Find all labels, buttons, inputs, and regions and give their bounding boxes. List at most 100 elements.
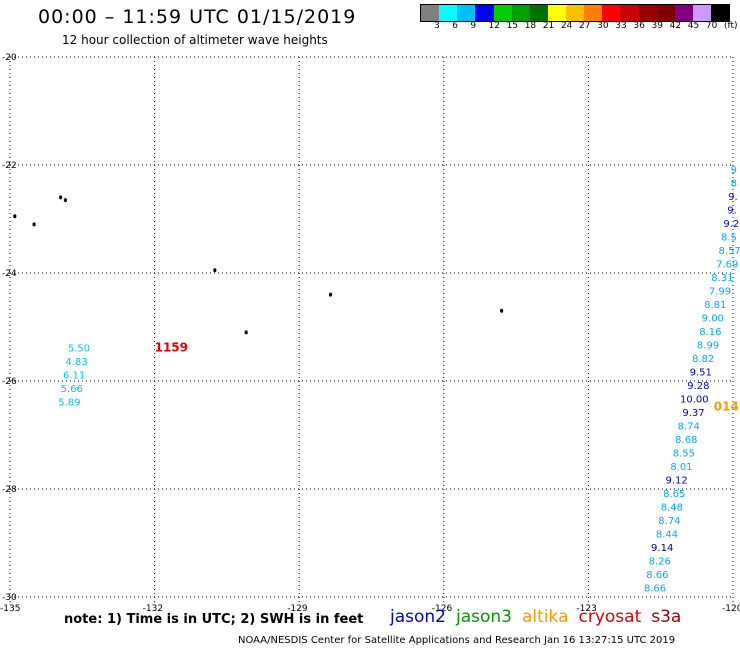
pass-time-label: 014 [714, 400, 739, 414]
satellite-name-jason3: jason3 [456, 607, 512, 627]
legend-swatch [529, 5, 548, 21]
lon-tick-label: -135 [0, 604, 20, 614]
wave-height-label: 8.99 [697, 341, 719, 352]
wave-height-label: 9. [727, 206, 737, 217]
wave-height-label: 9.14 [651, 543, 673, 554]
legend-swatch [439, 5, 458, 21]
legend-swatch [620, 5, 639, 21]
legend-swatch [457, 5, 476, 21]
wave-height-label: 8.74 [658, 516, 680, 527]
legend-swatch [475, 5, 494, 21]
wave-height-label: 4.83 [65, 357, 87, 368]
wave-height-label: 10.00 [680, 395, 709, 406]
satellite-name-cryosat: cryosat [578, 607, 642, 627]
wave-height-label: 8.5 [721, 233, 737, 244]
lat-tick-label: -26 [2, 377, 17, 387]
island-marker [244, 330, 248, 335]
legend-label: 70 [705, 21, 718, 31]
wave-height-label: 5.50 [68, 343, 90, 354]
legend-swatch [711, 5, 730, 21]
wave-height-label: 9.00 [702, 314, 724, 325]
legend-label: 30 [597, 21, 609, 31]
wave-height-label: 8.31 [711, 273, 733, 284]
legend-label: 9 [470, 21, 477, 31]
wave-height-label: 7.69 [716, 260, 738, 271]
units-note: note: 1) Time is in UTC; 2) SWH is in fe… [64, 612, 364, 627]
legend-label: 12 [488, 21, 500, 31]
satellite-name-altika: altika [522, 607, 569, 627]
island-marker [63, 198, 68, 203]
legend-swatch [638, 5, 657, 21]
lon-tick-label: -126 [432, 604, 453, 614]
legend-label: 33 [615, 21, 627, 31]
lat-tick-label: -24 [2, 269, 17, 279]
legend-label: 21 [542, 21, 555, 31]
wave-height-label: 8.01 [670, 462, 692, 473]
legend-swatch [511, 5, 530, 21]
credit-line: NOAA/NESDIS Center for Satellite Applica… [238, 635, 676, 646]
wave-height-label: 9.37 [682, 408, 704, 419]
wave-height-label: 8.26 [649, 557, 671, 568]
lon-tick-label: -123 [576, 604, 596, 614]
wave-height-label: 5.66 [61, 384, 83, 395]
legend-swatch [566, 5, 585, 21]
lat-tick-label: -30 [2, 593, 17, 603]
island-marker [500, 308, 504, 313]
legend-swatch [547, 5, 566, 21]
satellite-legend: jason2 jason3 altika cryosat s3a [390, 607, 691, 627]
wave-height-label: 9.28 [687, 381, 709, 392]
lat-tick-label: -20 [2, 53, 17, 63]
wave-height-label: 9 [731, 165, 737, 176]
wave-height-label: 8.66 [644, 584, 666, 595]
island-marker [13, 214, 17, 219]
legend-label: 18 [524, 21, 537, 31]
wave-height-label: 8.65 [663, 489, 685, 500]
wave-height-label: 9.2 [723, 219, 739, 230]
legend-label: (ft) [724, 21, 738, 31]
legend-label: 39 [651, 21, 663, 31]
island-marker [59, 195, 63, 200]
wave-height-label: 9.51 [690, 368, 712, 379]
wave-height-label: 8 [731, 179, 737, 190]
legend-swatch [584, 5, 603, 21]
wave-height-label: 8.66 [646, 570, 668, 581]
legend-label: 42 [669, 21, 682, 31]
wave-height-label: 8.81 [704, 300, 726, 311]
legend-swatch [656, 5, 675, 21]
wave-height-label: 9. [728, 192, 738, 203]
island-marker [32, 222, 36, 227]
wave-height-label: 6.11 [63, 370, 85, 381]
wave-height-label: 8.74 [678, 422, 700, 433]
satellite-name-jason2: jason2 [390, 607, 446, 627]
legend-swatch [421, 5, 440, 21]
wave-height-label: 8.44 [656, 530, 678, 541]
wave-height-label: 8.57 [719, 246, 740, 257]
legend-swatch [493, 5, 512, 21]
lon-tick-label: -129 [287, 604, 308, 614]
lon-tick-label: -132 [143, 604, 163, 614]
legend-label: 6 [452, 21, 458, 31]
satellite-name-s3a: s3a [651, 607, 682, 627]
lat-tick-label: -22 [2, 161, 17, 171]
legend-label: 15 [506, 21, 519, 31]
legend-label: 24 [560, 21, 573, 31]
island-marker [213, 268, 217, 273]
color-scale-legend [420, 4, 730, 22]
legend-label: 27 [579, 21, 591, 31]
legend-swatch [602, 5, 621, 21]
legend-swatch [692, 5, 711, 21]
wave-height-label: 8.55 [673, 449, 695, 460]
island-marker [328, 292, 333, 297]
legend-label: 3 [434, 21, 440, 31]
legend-label: 45 [687, 21, 700, 31]
wave-height-label: 5.89 [58, 397, 80, 408]
legend-swatch [674, 5, 693, 21]
wave-height-label: 8.16 [699, 327, 721, 338]
color-scale-labels: 3 6 9 12 15 18 21 24 27 30 33 36 39 42 45 70 (ft) [420, 21, 737, 35]
wave-height-label: 8.82 [692, 354, 714, 365]
lon-tick-label: -120 [722, 604, 740, 614]
map-subtitle: 12 hour collection of altimeter wave hei… [62, 33, 328, 47]
pass-time-label: 1159 [155, 340, 188, 354]
lat-tick-label: -28 [2, 485, 17, 495]
